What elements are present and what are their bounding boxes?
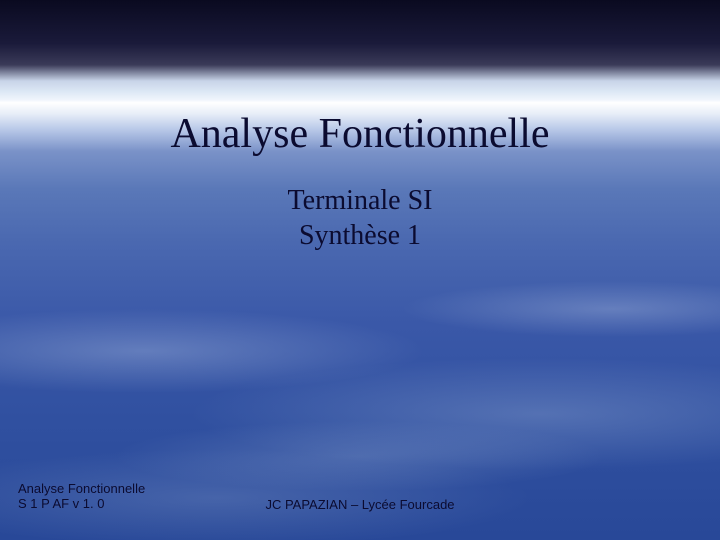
slide: Analyse Fonctionnelle Terminale SI Synth… — [0, 0, 720, 540]
footer-center: JC PAPAZIAN – Lycée Fourcade — [0, 497, 720, 512]
subtitle: Terminale SI Synthèse 1 — [0, 183, 720, 253]
page-title: Analyse Fonctionnelle — [0, 110, 720, 158]
subtitle-line-2: Synthèse 1 — [0, 218, 720, 253]
subtitle-line-1: Terminale SI — [0, 183, 720, 218]
footer-left-line-1: Analyse Fonctionnelle — [18, 481, 145, 497]
